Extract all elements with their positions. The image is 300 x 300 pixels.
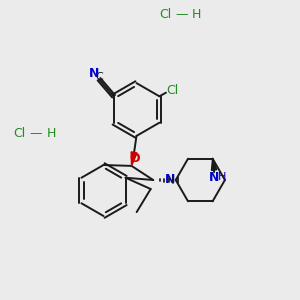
Text: N: N (209, 171, 219, 184)
Text: Cl: Cl (166, 84, 178, 97)
Text: —: — (30, 127, 42, 140)
Text: N: N (165, 173, 175, 186)
Text: H: H (46, 127, 56, 140)
Text: H: H (192, 8, 201, 22)
Text: C: C (96, 72, 104, 82)
Text: N: N (88, 67, 99, 80)
Polygon shape (212, 159, 217, 170)
Text: Cl: Cl (159, 8, 171, 22)
Polygon shape (131, 152, 137, 166)
Text: O: O (130, 152, 140, 165)
Text: —: — (175, 8, 188, 22)
Text: H: H (218, 172, 226, 182)
Text: Cl: Cl (14, 127, 26, 140)
